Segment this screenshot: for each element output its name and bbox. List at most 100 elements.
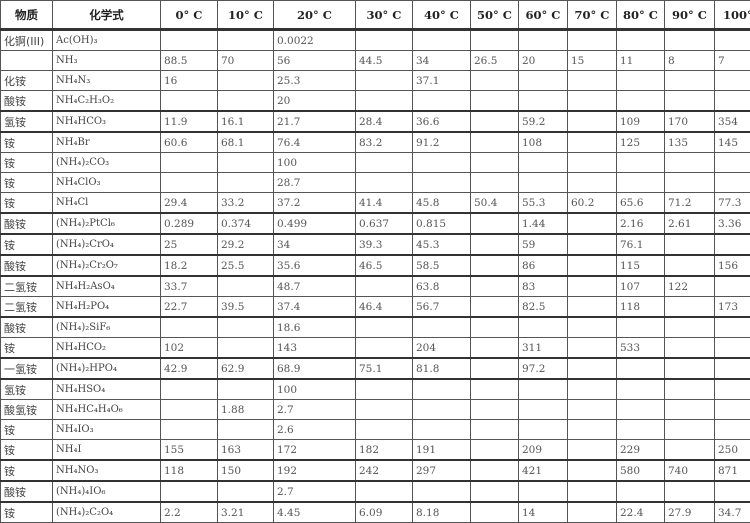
solubility-value xyxy=(519,420,568,440)
solubility-value: 118 xyxy=(161,460,218,481)
solubility-value xyxy=(617,71,665,91)
chemical-formula: NH₄Cl xyxy=(53,193,161,214)
solubility-value: 6.09 xyxy=(356,502,413,523)
substance-name: 铵 xyxy=(1,420,53,440)
solubility-value xyxy=(617,420,665,440)
solubility-value: 46.5 xyxy=(356,255,413,276)
solubility-value xyxy=(161,481,218,502)
solubility-value xyxy=(617,379,665,400)
solubility-value: 45.8 xyxy=(413,193,471,214)
solubility-value xyxy=(471,234,519,255)
substance-name: 铵 xyxy=(1,173,53,193)
solubility-value xyxy=(471,255,519,276)
solubility-value: 25.3 xyxy=(274,71,356,91)
solubility-value xyxy=(568,460,617,481)
solubility-value xyxy=(617,317,665,338)
solubility-value: 36.6 xyxy=(413,111,471,132)
chemical-formula: NH₄Br xyxy=(53,132,161,153)
substance-name: 铵 xyxy=(1,132,53,153)
solubility-value: 108 xyxy=(519,132,568,153)
solubility-value: 18.2 xyxy=(161,255,218,276)
substance-name: 酸铵 xyxy=(1,481,53,502)
chemical-formula: NH₄NO₃ xyxy=(53,460,161,481)
solubility-value: 2.61 xyxy=(665,213,715,234)
substance-name xyxy=(1,51,53,71)
solubility-value: 63.8 xyxy=(413,276,471,297)
solubility-value xyxy=(715,379,750,400)
solubility-value: 143 xyxy=(274,338,356,359)
chemical-formula: NH₄HCO₃ xyxy=(53,111,161,132)
solubility-value: 81.8 xyxy=(413,358,471,379)
header-substance: 物质 xyxy=(1,1,53,30)
solubility-value: 11.9 xyxy=(161,111,218,132)
solubility-value xyxy=(617,400,665,420)
solubility-value xyxy=(665,338,715,359)
solubility-value xyxy=(218,71,274,91)
solubility-value xyxy=(617,30,665,51)
solubility-value xyxy=(471,379,519,400)
solubility-value xyxy=(519,317,568,338)
solubility-value: 109 xyxy=(617,111,665,132)
solubility-value xyxy=(568,420,617,440)
solubility-value: 37.1 xyxy=(413,71,471,91)
substance-name: 氢铵 xyxy=(1,379,53,400)
solubility-value: 115 xyxy=(617,255,665,276)
solubility-value: 44.5 xyxy=(356,51,413,71)
solubility-value xyxy=(471,440,519,461)
solubility-value xyxy=(617,173,665,193)
solubility-value: 0.815 xyxy=(413,213,471,234)
solubility-value xyxy=(471,132,519,153)
substance-name: 铵 xyxy=(1,338,53,359)
solubility-value xyxy=(665,255,715,276)
solubility-value xyxy=(519,481,568,502)
chemical-formula: NH₄C₂H₃O₂ xyxy=(53,91,161,112)
solubility-value: 86 xyxy=(519,255,568,276)
solubility-value xyxy=(471,91,519,112)
chemical-formula: NH₄IO₃ xyxy=(53,420,161,440)
solubility-value xyxy=(568,255,617,276)
solubility-value xyxy=(715,317,750,338)
solubility-value: 27.9 xyxy=(665,502,715,523)
chemical-formula: NH₃ xyxy=(53,51,161,71)
solubility-value xyxy=(568,111,617,132)
solubility-value: 1.88 xyxy=(218,400,274,420)
solubility-value xyxy=(568,173,617,193)
substance-name: 酸铵 xyxy=(1,91,53,112)
header-temperature: 10° C xyxy=(218,1,274,30)
solubility-value: 59 xyxy=(519,234,568,255)
solubility-value: 37.4 xyxy=(274,297,356,318)
solubility-value xyxy=(519,379,568,400)
solubility-value: 65.6 xyxy=(617,193,665,214)
solubility-value: 68.9 xyxy=(274,358,356,379)
solubility-value xyxy=(218,481,274,502)
solubility-value: 15 xyxy=(568,51,617,71)
solubility-value: 150 xyxy=(218,460,274,481)
solubility-value: 229 xyxy=(617,440,665,461)
solubility-value xyxy=(356,338,413,359)
solubility-value: 59.2 xyxy=(519,111,568,132)
solubility-value: 76.1 xyxy=(617,234,665,255)
solubility-value: 209 xyxy=(519,440,568,461)
solubility-value: 135 xyxy=(665,132,715,153)
solubility-value: 170 xyxy=(665,111,715,132)
solubility-value xyxy=(665,30,715,51)
solubility-value xyxy=(617,153,665,173)
solubility-value: 182 xyxy=(356,440,413,461)
solubility-value: 2.2 xyxy=(161,502,218,523)
solubility-value xyxy=(471,153,519,173)
solubility-value: 204 xyxy=(413,338,471,359)
solubility-value: 70 xyxy=(218,51,274,71)
solubility-value: 50.4 xyxy=(471,193,519,214)
solubility-value: 22.4 xyxy=(617,502,665,523)
solubility-value: 155 xyxy=(161,440,218,461)
solubility-value: 533 xyxy=(617,338,665,359)
solubility-value xyxy=(568,440,617,461)
solubility-value xyxy=(413,91,471,112)
solubility-value: 56 xyxy=(274,51,356,71)
